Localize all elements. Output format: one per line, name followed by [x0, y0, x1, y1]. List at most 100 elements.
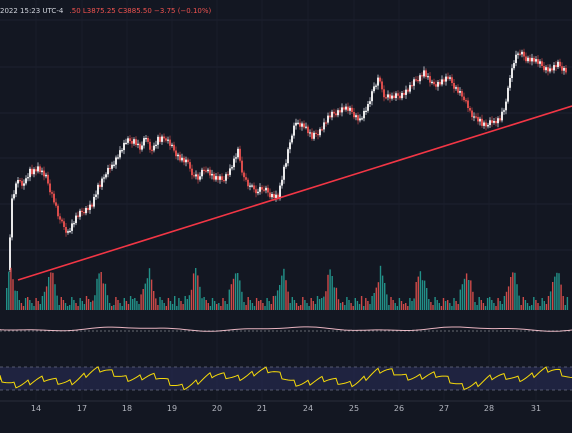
candle-body [185, 159, 187, 163]
candle-body [339, 110, 341, 113]
candle-body [275, 194, 277, 198]
candle-body [163, 136, 165, 139]
x-tick-label: 14 [31, 404, 41, 413]
volume-bar [56, 295, 58, 310]
volume-bar [108, 303, 111, 310]
candle-body [385, 97, 387, 99]
volume-bar [134, 298, 136, 310]
candle-body [521, 51, 523, 55]
candle-body [81, 210, 83, 212]
candle-body [51, 192, 53, 194]
candle-body [307, 126, 309, 134]
candle-body [541, 61, 543, 66]
volume-bar [291, 297, 293, 310]
candle-body [189, 162, 191, 169]
volume-bar [381, 275, 384, 310]
volume-bar [463, 278, 466, 310]
volume-bar [22, 306, 25, 310]
volume-bar [119, 303, 121, 310]
candle-body [323, 122, 325, 130]
candle-body [519, 53, 521, 55]
volume-bar [52, 272, 54, 310]
candle-body [181, 157, 183, 161]
volume-bar [436, 300, 438, 310]
candle-body [355, 115, 357, 118]
volume-bar [31, 303, 33, 310]
candle-body [557, 61, 559, 68]
volume-bar [79, 298, 81, 310]
volume-bar [556, 272, 558, 310]
volume-bar [216, 304, 218, 310]
candle-body [167, 139, 169, 141]
candle-body [205, 170, 207, 172]
candle-body [349, 107, 351, 111]
volume-bar [411, 301, 413, 310]
volume-bar [507, 286, 510, 310]
volume-bar [87, 299, 90, 310]
candle-body [509, 78, 511, 88]
candle-body [121, 150, 123, 152]
volume-bar [409, 298, 411, 310]
candle-body [241, 160, 243, 173]
candle-body [379, 77, 381, 82]
volume-bar [321, 298, 323, 310]
candle-body [151, 149, 153, 151]
volume-bar [171, 304, 174, 310]
volume-bar [232, 278, 235, 310]
x-tick-label: 20 [212, 404, 222, 413]
candle-body [429, 76, 431, 83]
candle-body [255, 189, 257, 194]
candle-body [555, 65, 557, 68]
candle-body [195, 174, 197, 177]
volume-bar [237, 273, 239, 310]
candle-body [61, 219, 63, 222]
candle-body [209, 169, 211, 176]
candle-body [245, 177, 247, 180]
candle-body [391, 95, 393, 99]
volume-bar [90, 302, 92, 310]
candle-body [381, 81, 383, 90]
volume-bar [16, 291, 18, 310]
volume-bar [129, 296, 132, 310]
candle-body [155, 144, 157, 146]
volume-bar [287, 291, 289, 310]
volume-bar [64, 303, 67, 310]
volume-bar [83, 304, 86, 310]
volume-bar [306, 303, 308, 310]
volume-bar [188, 295, 191, 310]
indicator-line [0, 326, 572, 332]
candle-body [305, 126, 307, 128]
volume-bar [153, 291, 155, 310]
volume-bar [451, 306, 453, 310]
volume-bar [415, 282, 417, 310]
candle-body [539, 61, 541, 64]
candle-body [201, 169, 203, 177]
candle-body [329, 115, 331, 118]
volume-bar [432, 305, 434, 310]
volume-bar [255, 298, 258, 310]
candle-body [19, 180, 21, 182]
volume-bar [182, 304, 184, 310]
volume-bar [524, 300, 527, 310]
volume-bar [390, 297, 392, 310]
candle-body [213, 173, 215, 180]
candle-body [211, 173, 213, 176]
volume-bar [29, 300, 31, 310]
volume-bar [457, 304, 459, 310]
volume-bar [421, 280, 424, 310]
candle-body [527, 57, 529, 62]
volume-bar [272, 296, 275, 310]
volume-bar [106, 295, 109, 310]
volume-bar [48, 277, 50, 310]
trendline [17, 105, 572, 281]
volume-bar [367, 301, 369, 310]
volume-bar [543, 301, 545, 310]
volume-bar [285, 280, 287, 310]
volume-bar [541, 298, 543, 310]
candle-body [505, 101, 507, 111]
candle-body [57, 205, 59, 217]
volume-bar [474, 302, 476, 310]
volume-bar [266, 298, 268, 310]
